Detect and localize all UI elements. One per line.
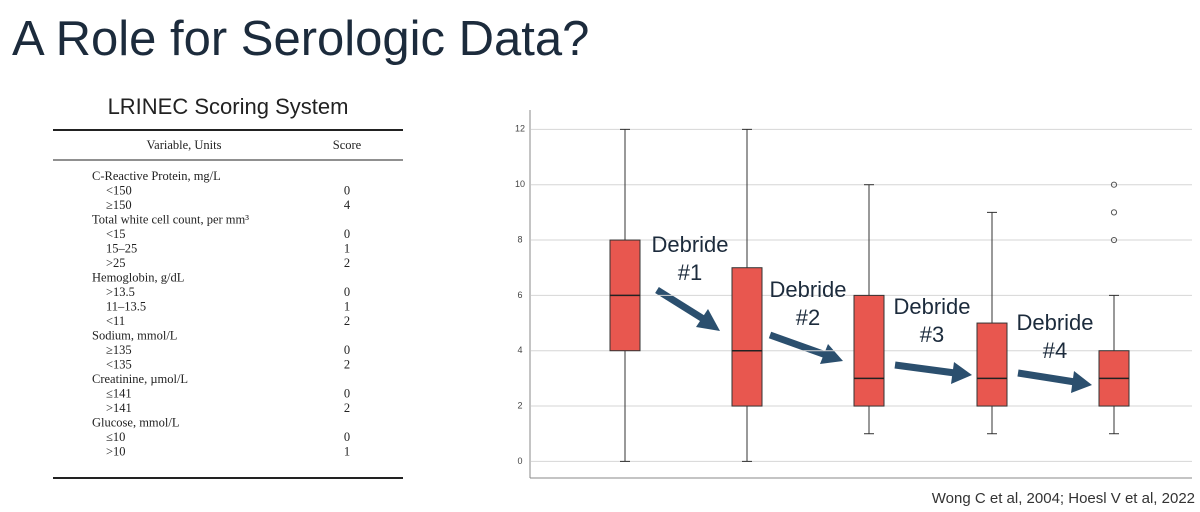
annotation: #2 [796,305,820,330]
table-score: 2 [344,314,350,328]
annotation: #1 [678,260,702,285]
table-cell: >141 [106,401,132,415]
y-tick-label: 12 [515,124,525,134]
citation: Wong C et al, 2004; Hoesl V et al, 2022 [932,490,1195,507]
table-score: 1 [344,444,350,458]
table-cell: ≥135 [106,343,132,357]
table-cell: Sodium, mmol/L [92,328,177,342]
table-score: 2 [344,256,350,270]
annotation: Debride [893,294,970,319]
table-score: 1 [344,241,350,255]
y-tick-label: 6 [517,290,522,300]
table-cell: 15–25 [106,241,137,255]
y-tick-label: 10 [515,179,525,189]
table-cell: 11–13.5 [106,299,146,313]
box [853,294,885,407]
table-cell: <135 [106,357,132,371]
table-cell: C-Reactive Protein, mg/L [92,169,221,183]
table-score: 0 [344,285,350,299]
table-cell: ≤141 [106,386,132,400]
outlier [1110,181,1118,188]
table-cell: Creatinine, µmol/L [92,372,188,386]
table-cell: >13.5 [106,285,135,299]
table-cell: Total white cell count, per mm³ [92,212,249,226]
table-cell: <15 [106,227,126,241]
table-cell: Hemoglobin, g/dL [92,270,184,284]
table-score: 2 [344,401,350,415]
annotation: Debride [651,232,728,257]
annotation: Debride [1016,310,1093,335]
table-cell: Glucose, mmol/L [92,415,180,429]
outlier [1110,236,1118,244]
table-cell: >10 [106,444,126,458]
table-cell: ≥150 [106,198,132,212]
y-tick-label: 4 [517,345,522,355]
table-cell: >25 [106,256,126,270]
slide-title: A Role for Serologic Data? [12,12,589,66]
table-score: 4 [344,198,351,212]
table-score: 0 [344,430,350,444]
table-score: 0 [344,183,350,197]
table-score: 1 [344,299,350,313]
table-cell: <150 [106,183,132,197]
table-score: 2 [344,357,350,371]
box [731,267,763,407]
table-header: Score [333,138,362,152]
annotation: #3 [920,322,944,347]
annotation: #4 [1043,338,1067,363]
y-tick-label: 8 [517,234,522,244]
table-score: 0 [344,386,350,400]
y-tick-label: 0 [517,456,522,466]
table-title: LRINEC Scoring System [108,94,349,119]
box [976,322,1008,407]
y-tick-label: 2 [517,400,522,410]
table-score: 0 [344,343,350,357]
table-cell: <11 [106,314,125,328]
table-cell: ≤10 [106,430,125,444]
annotation: Debride [769,277,846,302]
outlier [1110,209,1118,216]
table-score: 0 [344,227,350,241]
table-header: Variable, Units [147,138,222,152]
